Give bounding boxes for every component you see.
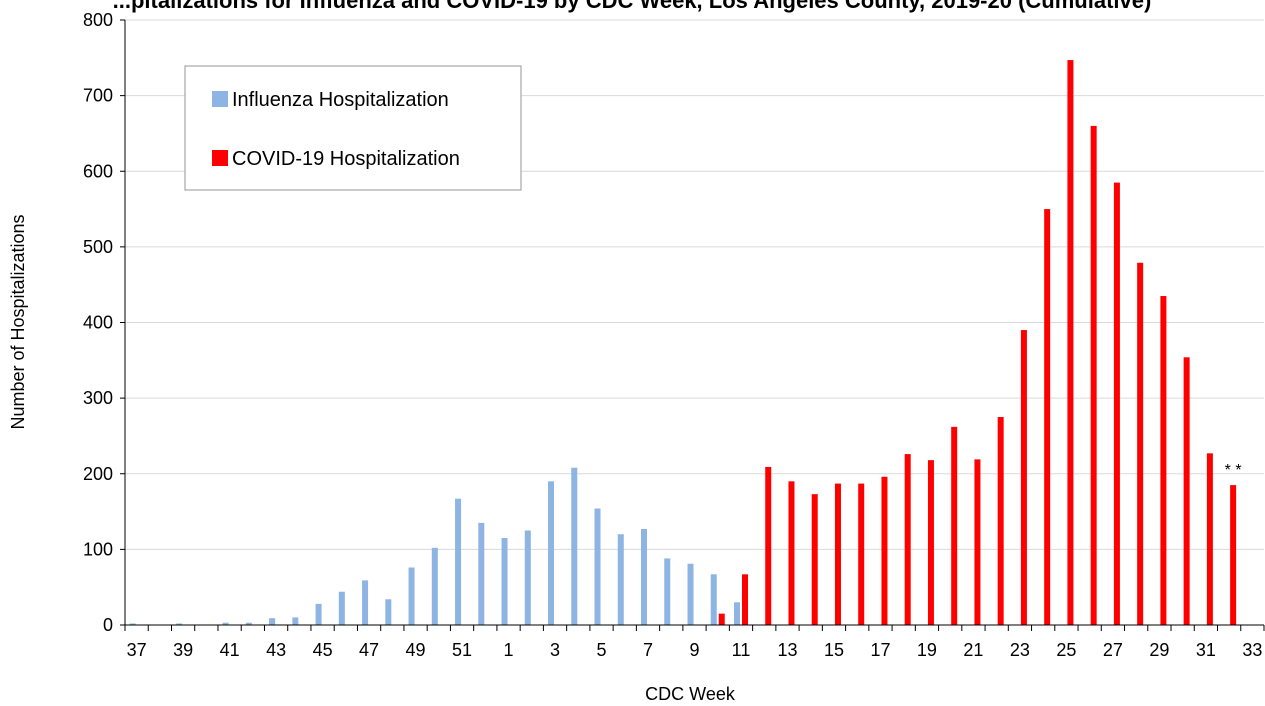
bar-influenza-week-47 [362, 580, 369, 625]
bar-influenza-week-3 [548, 481, 555, 625]
y-tick-label: 200 [83, 464, 113, 484]
bar-influenza-week-1 [501, 538, 508, 625]
x-axis-ticks: 37 39 41 43 45 47 49 51 1 3 5 7 9 11 13 15 17 19 21 23 25 27 2… [127, 640, 1263, 660]
bar-covid-week-25 [1067, 60, 1074, 625]
bar-covid-week-16 [858, 483, 865, 625]
bar-covid-week-13 [788, 481, 795, 625]
bar-influenza-week-45 [315, 603, 322, 625]
x-tick-label: 37 [127, 640, 147, 660]
bar-covid-week-17 [881, 476, 888, 625]
bar-covid-week-19 [927, 460, 934, 625]
bar-influenza-week-8 [664, 558, 671, 625]
bar-influenza-week-44 [292, 617, 299, 625]
bar-covid-week-14 [811, 494, 818, 625]
bar-covid-week-27 [1113, 182, 1120, 625]
x-tick-label: 39 [173, 640, 193, 660]
x-tick-label: 31 [1196, 640, 1216, 660]
bar-covid-week-22 [997, 417, 1004, 625]
bar-influenza-week-51 [455, 498, 462, 625]
x-tick-label: 9 [689, 640, 699, 660]
x-tick-label: 7 [643, 640, 653, 660]
bar-covid-week-20 [951, 426, 958, 625]
bar-influenza-week-48 [385, 599, 392, 625]
bar-influenza-week-4 [571, 467, 578, 625]
bar-influenza-week-49 [408, 567, 415, 625]
x-tick-label: 13 [777, 640, 797, 660]
bar-influenza-week-42 [245, 622, 252, 625]
bar-influenza-week-6 [617, 534, 624, 625]
y-tick-label: 0 [103, 615, 113, 635]
x-tick-label: 21 [963, 640, 983, 660]
bar-covid-week-11 [741, 574, 748, 625]
y-tick-label: 500 [83, 237, 113, 257]
y-tick-label: 600 [83, 161, 113, 181]
bar-covid-week-29 [1160, 296, 1167, 625]
bar-influenza-week-39 [176, 623, 183, 625]
x-tick-label: 1 [504, 640, 514, 660]
x-tick-label: 29 [1149, 640, 1169, 660]
bar-covid-week-23 [1020, 330, 1027, 625]
legend-swatch-covid [212, 150, 228, 166]
bar-influenza-week-50 [431, 547, 438, 625]
bar-influenza-week-7 [641, 528, 648, 625]
x-tick-label: 27 [1103, 640, 1123, 660]
bar-covid-week-30 [1183, 357, 1190, 625]
bar-influenza-week-46 [338, 591, 345, 625]
y-axis-ticks: 0 100 200 300 400 500 600 700 800 [83, 10, 126, 635]
bar-influenza-week-37 [129, 623, 136, 625]
x-tick-label: 3 [550, 640, 560, 660]
y-tick-label: 800 [83, 10, 113, 30]
bar-covid-week-21 [974, 459, 981, 625]
bar-covid-week-24 [1044, 209, 1051, 625]
bar-influenza-week-2 [524, 530, 531, 625]
bar-covid-week-10 [718, 613, 725, 625]
x-axis-title: CDC Week [645, 684, 736, 704]
x-tick-label: 41 [220, 640, 240, 660]
bar-influenza-week-41 [222, 622, 229, 625]
x-tick-label: 15 [824, 640, 844, 660]
bar-influenza-week-11 [733, 602, 740, 625]
x-tick-label: 43 [266, 640, 286, 660]
bar-covid-week-15 [834, 483, 841, 625]
x-tick-label: 19 [917, 640, 937, 660]
x-tick-label: 45 [313, 640, 333, 660]
x-tick-label: 49 [406, 640, 426, 660]
annotation-asterisks: * * [1225, 462, 1242, 479]
y-tick-label: 100 [83, 539, 113, 559]
bar-covid-week-31 [1206, 453, 1213, 625]
bar-influenza-week-9 [687, 563, 694, 625]
chart-title: ...pitalizations for Influenza and COVID… [113, 0, 1152, 13]
bar-covid-week-18 [904, 454, 911, 625]
y-tick-label: 400 [83, 313, 113, 333]
bar-influenza-week-43 [269, 618, 276, 625]
x-tick-label: 23 [1010, 640, 1030, 660]
legend: Influenza Hospitalization COVID-19 Hospi… [184, 65, 522, 191]
x-tick-label: 47 [359, 640, 379, 660]
x-tick-label: 25 [1056, 640, 1076, 660]
bar-covid-week-28 [1137, 262, 1144, 625]
x-tick-label: 17 [870, 640, 890, 660]
x-tick-label: 5 [597, 640, 607, 660]
bar-covid-week-12 [765, 466, 772, 625]
bar-influenza-week-10 [710, 574, 717, 625]
x-axis [124, 624, 1265, 631]
bar-covid-week-32 [1230, 485, 1237, 625]
x-tick-label: 33 [1242, 640, 1262, 660]
bar-influenza-week-52 [478, 522, 485, 625]
bar-influenza-week-5 [594, 508, 601, 625]
y-axis-title: Number of Hospitalizations [8, 214, 28, 429]
bars [129, 60, 1237, 626]
legend-label-covid: COVID-19 Hospitalization [232, 148, 460, 170]
legend-swatch-influenza [212, 91, 228, 107]
legend-label-influenza: Influenza Hospitalization [232, 89, 449, 111]
y-tick-label: 700 [83, 86, 113, 106]
x-tick-label: 11 [732, 640, 751, 660]
legend-box [184, 65, 522, 191]
y-tick-label: 300 [83, 388, 113, 408]
x-tick-label: 51 [452, 640, 472, 660]
bar-covid-week-26 [1090, 125, 1097, 626]
